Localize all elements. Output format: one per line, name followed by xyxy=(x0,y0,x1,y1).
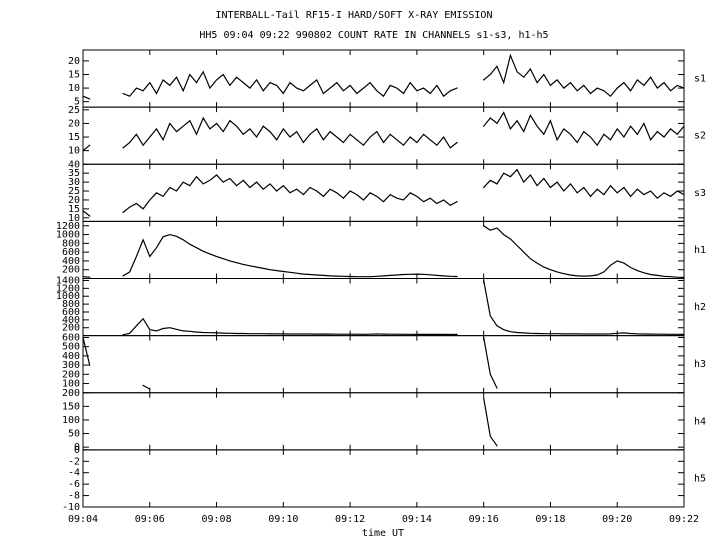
panel-label: h4 xyxy=(694,416,706,427)
panel-frame xyxy=(82,449,685,508)
y-tick-label: 20 xyxy=(68,118,80,129)
trace xyxy=(83,336,684,390)
y-tick-label: 1000 xyxy=(56,230,80,241)
y-tick-label: -2 xyxy=(68,456,80,467)
panel-frame xyxy=(82,392,685,451)
y-tick-label: 10 xyxy=(68,146,80,157)
y-tick-label: 1200 xyxy=(56,221,80,232)
x-tick-label: 09:06 xyxy=(135,514,165,525)
x-tick-label: 09:10 xyxy=(268,514,298,525)
y-tick-label: 1000 xyxy=(56,291,80,302)
y-tick-label: 800 xyxy=(62,299,80,310)
trace xyxy=(83,168,684,217)
y-tick-label: 600 xyxy=(62,247,80,258)
x-tick-label: 09:22 xyxy=(669,514,699,525)
y-tick-label: 200 xyxy=(62,388,80,399)
y-tick-label: 1400 xyxy=(56,275,80,286)
x-tick-label: 09:04 xyxy=(68,514,98,525)
trace xyxy=(83,111,684,152)
panel-frame xyxy=(82,106,685,165)
y-tick-label: 30 xyxy=(68,177,80,188)
x-tick-label: 09:18 xyxy=(535,514,565,525)
panel-label: s2 xyxy=(694,131,706,142)
panel-frame xyxy=(82,278,685,337)
y-tick-label: 400 xyxy=(62,315,80,326)
y-tick-label: -4 xyxy=(68,468,80,479)
y-tick-label: 600 xyxy=(62,332,80,343)
y-tick-label: 0 xyxy=(74,442,80,453)
panel-label: s1 xyxy=(694,74,706,85)
panel-frame xyxy=(82,49,685,108)
y-tick-label: -10 xyxy=(62,502,80,513)
y-tick-label: 15 xyxy=(68,132,80,143)
y-tick-label: 300 xyxy=(62,360,80,371)
y-tick-label: 20 xyxy=(68,56,80,67)
y-tick-label: 25 xyxy=(68,105,80,116)
x-tick-label: 09:14 xyxy=(402,514,432,525)
panel-frame xyxy=(82,220,685,279)
y-tick-label: 1200 xyxy=(56,283,80,294)
y-tick-label: 200 xyxy=(62,265,80,276)
y-tick-label: 200 xyxy=(62,323,80,334)
x-tick-label: 09:08 xyxy=(202,514,232,525)
x-axis-label: time UT xyxy=(362,528,404,539)
y-tick-label: 150 xyxy=(62,401,80,412)
y-tick-label: 40 xyxy=(68,159,80,170)
chart-title: INTERBALL-Tail RF15-I HARD/SOFT X-RAY EM… xyxy=(216,10,493,21)
panel-label: h5 xyxy=(694,473,706,484)
y-tick-label: 100 xyxy=(62,379,80,390)
y-tick-label: 25 xyxy=(68,186,80,197)
panel-label: h1 xyxy=(694,245,706,256)
y-tick-label: 10 xyxy=(68,83,80,94)
x-tick-label: 09:12 xyxy=(335,514,365,525)
trace xyxy=(83,53,684,100)
y-tick-label: 10 xyxy=(68,213,80,224)
y-tick-label: 800 xyxy=(62,238,80,249)
y-tick-label: -6 xyxy=(68,479,80,490)
y-tick-label: 400 xyxy=(62,351,80,362)
y-tick-label: -8 xyxy=(68,491,80,502)
trace xyxy=(122,279,684,336)
chart-subtitle: HH5 09:04 09:22 990802 COUNT RATE IN CHA… xyxy=(199,30,548,41)
panel-label: h2 xyxy=(694,302,706,313)
panel-label: h3 xyxy=(694,359,706,370)
x-tick-label: 09:20 xyxy=(602,514,632,525)
y-tick-label: 0 xyxy=(74,445,80,456)
trace xyxy=(83,224,684,279)
y-tick-label: 35 xyxy=(68,168,80,179)
y-tick-label: 200 xyxy=(62,369,80,380)
y-tick-label: 100 xyxy=(62,415,80,426)
y-tick-label: 600 xyxy=(62,307,80,318)
trace xyxy=(483,397,498,447)
y-tick-label: 5 xyxy=(74,97,80,108)
panel-label: s3 xyxy=(694,188,706,199)
y-tick-label: 20 xyxy=(68,195,80,206)
y-tick-label: 50 xyxy=(68,429,80,440)
panel-frame xyxy=(82,335,685,394)
y-tick-label: 500 xyxy=(62,342,80,353)
y-tick-label: 15 xyxy=(68,204,80,215)
y-tick-label: 15 xyxy=(68,69,80,80)
y-tick-label: 400 xyxy=(62,256,80,267)
x-tick-label: 09:16 xyxy=(469,514,499,525)
